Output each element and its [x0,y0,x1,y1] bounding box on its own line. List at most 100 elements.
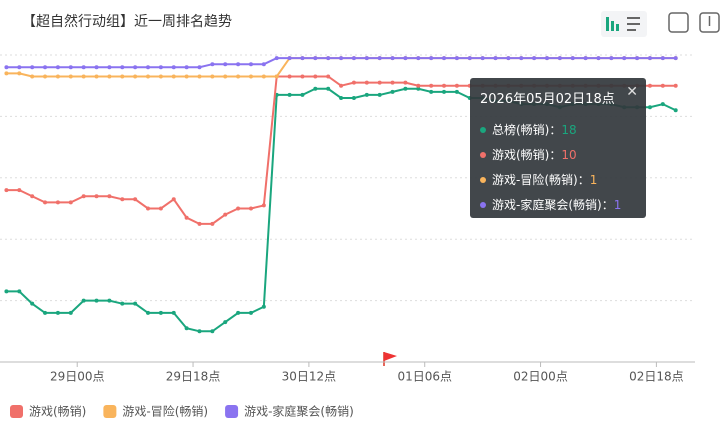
point [673,83,678,88]
point [339,56,344,61]
separator: ： [601,198,614,212]
point [248,206,253,211]
point [43,74,48,79]
point [223,62,228,67]
point [81,194,86,199]
point [43,200,48,205]
point [30,65,35,70]
point [364,80,369,85]
point [68,74,73,79]
point [43,65,48,70]
point [146,65,151,70]
point [454,56,459,61]
point [274,56,279,61]
point [133,65,138,70]
save-image[interactable] [668,12,689,33]
tooltip-close[interactable]: ✕ [626,84,638,100]
x-tick-label: 02日00点 [513,370,568,384]
point [570,56,575,61]
download[interactable] [699,12,720,33]
point [339,95,344,100]
point [197,65,202,70]
tooltip-value: 1 [613,197,622,212]
point [596,56,601,61]
tooltip-name: 游戏-家庭聚会(畅销) [492,198,602,212]
tooltip-dot [480,151,486,158]
point [171,74,176,79]
point [107,65,112,70]
point [364,56,369,61]
point [454,89,459,94]
tooltip-name: 总榜(畅销) [492,123,550,137]
point [55,310,60,315]
toolbar[interactable] [601,11,720,37]
icon [606,17,609,31]
point [146,74,151,79]
point [184,326,189,331]
point [17,188,22,193]
point [17,71,22,76]
point [519,56,524,61]
point [248,74,253,79]
point [261,62,266,67]
point [377,80,382,85]
point [55,74,60,79]
tooltip-rows: 总榜(畅销)： 18 游戏(畅销)： 10 游戏-冒险(畅销)： 1 游戏-家庭聚会(畅销)… [480,117,636,217]
point [171,65,176,70]
point [351,95,356,100]
point [236,74,241,79]
point [635,56,640,61]
point [261,74,266,79]
point [532,56,537,61]
point [17,65,22,70]
point [480,56,485,61]
tooltip: 2026年05月02日18点 ✕ 总榜(畅销)： 18 游戏(畅销)： 10 游戏-冒险… [470,78,646,218]
point [55,200,60,205]
tooltip-row: 游戏(畅销)： 10 [480,142,636,167]
legend-swatch [225,405,239,418]
x-tick-label: 01日06点 [397,370,452,384]
point [94,298,99,303]
point [261,304,266,309]
point [660,83,665,88]
separator: ： [549,123,562,137]
point [210,74,215,79]
point [197,329,202,334]
x-tick-label: 02日18点 [629,370,684,384]
point [223,74,228,79]
flag [383,352,397,366]
point [68,310,73,315]
point [107,194,112,199]
point [313,56,318,61]
point [287,74,292,79]
point [351,56,356,61]
point [158,310,163,315]
point [171,197,176,202]
point [184,215,189,220]
point [300,92,305,97]
point [506,56,511,61]
icon [611,21,614,31]
point [326,74,331,79]
x-tick-label: 29日00点 [50,370,105,384]
point [274,74,279,79]
point [647,83,652,88]
point [107,74,112,79]
point [248,310,253,315]
point [339,83,344,88]
point [197,74,202,79]
point [81,65,86,70]
point [261,203,266,208]
tooltip-row: 游戏-家庭聚会(畅销)： 1 [480,192,636,217]
point [660,102,665,107]
point [146,206,151,211]
legend-label: 游戏(畅销) [29,405,86,419]
point [622,56,627,61]
point [210,329,215,334]
point [210,62,215,67]
point [300,74,305,79]
x-tick-label: 29日18点 [166,370,221,384]
tooltip-name: 游戏-冒险(畅销) [492,173,578,187]
point [158,206,163,211]
point [4,289,9,294]
